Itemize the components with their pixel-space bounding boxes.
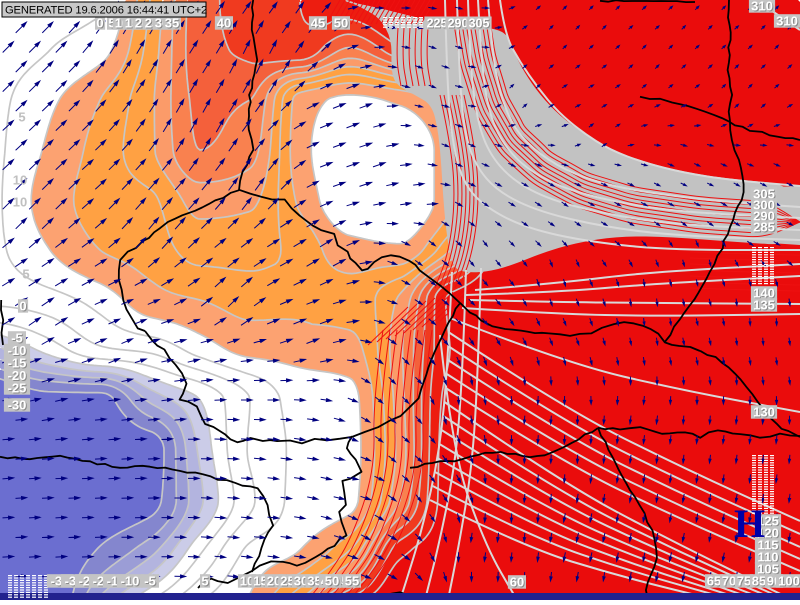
svg-text:125: 125 [758, 515, 780, 530]
svg-text:20: 20 [267, 574, 281, 589]
svg-text:10: 10 [13, 195, 27, 210]
svg-text:-5: -5 [144, 574, 156, 589]
svg-text:285: 285 [754, 221, 776, 236]
svg-text:5: 5 [201, 574, 208, 589]
svg-text:30: 30 [294, 574, 308, 589]
svg-text:140: 140 [754, 287, 776, 302]
svg-text:-15: -15 [9, 357, 28, 372]
svg-text:5: 5 [22, 267, 29, 282]
svg-text:35: 35 [307, 574, 321, 589]
svg-text:5: 5 [108, 16, 115, 31]
svg-text:110: 110 [759, 551, 780, 566]
svg-text:85: 85 [753, 575, 767, 590]
svg-text:85: 85 [752, 574, 766, 589]
svg-text:115: 115 [759, 539, 780, 554]
svg-text:305: 305 [469, 17, 490, 31]
svg-text:-20: -20 [9, 369, 28, 384]
svg-text:120: 120 [757, 526, 779, 541]
svg-text:0: 0 [96, 16, 103, 31]
svg-text:-10: -10 [8, 343, 27, 358]
svg-text:70: 70 [723, 575, 737, 590]
svg-text:-30: -30 [8, 398, 27, 413]
svg-text:50: 50 [325, 574, 339, 589]
svg-text:5: 5 [202, 575, 209, 590]
svg-text:100: 100 [779, 575, 800, 590]
svg-text:310: 310 [777, 15, 799, 30]
svg-text:10: 10 [13, 173, 27, 188]
svg-text:-10: -10 [9, 344, 28, 359]
svg-text:-15: -15 [8, 356, 27, 371]
svg-text:-5: -5 [12, 332, 24, 347]
svg-text:35: 35 [166, 17, 180, 32]
svg-text:0: 0 [19, 299, 26, 314]
svg-text:105: 105 [757, 562, 779, 577]
svg-text:-20: -20 [8, 368, 27, 383]
svg-text:225: 225 [427, 17, 448, 31]
svg-text:-10: -10 [122, 575, 141, 590]
svg-text:290: 290 [753, 209, 775, 224]
svg-text:50: 50 [326, 575, 340, 590]
svg-text:290: 290 [449, 18, 470, 32]
svg-text:5: 5 [18, 110, 25, 125]
svg-text:135: 135 [753, 298, 775, 313]
svg-text:-30: -30 [9, 399, 28, 414]
svg-text:70: 70 [722, 574, 736, 589]
svg-text:50: 50 [335, 17, 349, 32]
svg-text:65: 65 [708, 575, 722, 590]
svg-text:H: H [734, 501, 765, 546]
svg-text:75: 75 [737, 574, 751, 589]
svg-text:-5: -5 [11, 331, 23, 346]
svg-text:45: 45 [311, 16, 325, 31]
svg-text:60: 60 [511, 576, 525, 591]
svg-text:305: 305 [470, 18, 491, 32]
svg-text:10: 10 [240, 574, 254, 589]
svg-text:300: 300 [753, 198, 775, 213]
svg-text:140: 140 [753, 286, 775, 301]
svg-text:15: 15 [253, 574, 267, 589]
svg-text:65: 65 [707, 574, 721, 589]
svg-text:35: 35 [165, 16, 179, 31]
svg-text:305: 305 [753, 187, 775, 202]
svg-text:-25: -25 [9, 382, 28, 397]
svg-text:225: 225 [428, 18, 449, 32]
svg-text:55: 55 [345, 574, 359, 589]
svg-text:55: 55 [346, 575, 360, 590]
svg-text:310: 310 [776, 14, 798, 29]
svg-text:100: 100 [778, 574, 800, 589]
svg-text:45: 45 [312, 17, 326, 32]
svg-text:125: 125 [757, 514, 779, 529]
svg-text:310: 310 [752, 0, 774, 15]
svg-text:-10: -10 [121, 574, 140, 589]
svg-text:115: 115 [758, 538, 779, 553]
svg-text:130: 130 [753, 405, 775, 420]
svg-text:GENERATED 19.6.2006 16:44:41 U: GENERATED 19.6.2006 16:44:41 UTC+2 [5, 5, 207, 17]
svg-text:25: 25 [280, 574, 294, 589]
svg-text:120: 120 [758, 527, 780, 542]
svg-text:50: 50 [334, 16, 348, 31]
svg-text:135: 135 [754, 299, 776, 314]
svg-text:285: 285 [753, 220, 775, 235]
svg-text:290: 290 [448, 17, 469, 31]
svg-text:110: 110 [758, 550, 779, 565]
svg-text:0: 0 [20, 300, 27, 315]
svg-text:130: 130 [754, 406, 776, 421]
svg-text:0: 0 [97, 17, 104, 32]
svg-text:105: 105 [758, 563, 780, 578]
svg-text:75: 75 [738, 575, 752, 590]
svg-text:-25: -25 [8, 381, 27, 396]
svg-text:60: 60 [510, 575, 524, 590]
svg-text:40: 40 [217, 16, 231, 31]
svg-text:310: 310 [751, 0, 773, 14]
svg-text:-5: -5 [145, 575, 157, 590]
svg-text:40: 40 [218, 17, 232, 32]
